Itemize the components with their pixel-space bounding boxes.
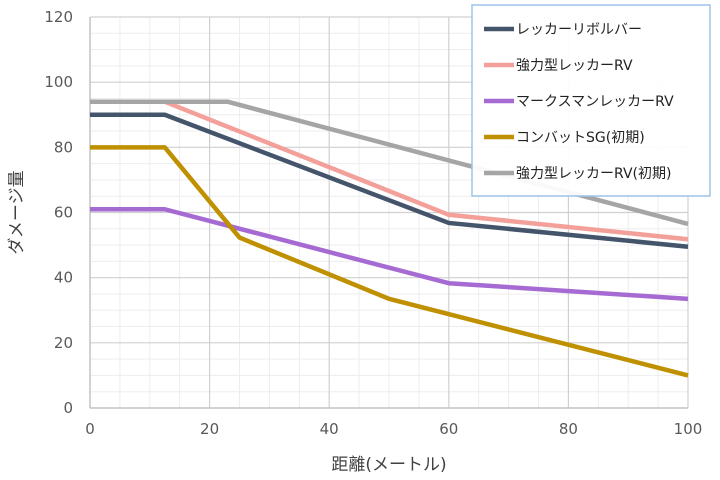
x-tick-label: 0 (85, 420, 95, 438)
x-tick-label: 80 (559, 420, 578, 438)
y-tick-label: 120 (44, 8, 73, 26)
series-lines (90, 99, 689, 378)
legend-label: 強力型レッカーRV (516, 58, 633, 74)
y-tick-label: 100 (44, 73, 73, 91)
legend-label: レッカーリボルバー (516, 22, 642, 38)
y-tick-label: 20 (54, 334, 73, 352)
x-tick-label: 40 (320, 420, 339, 438)
y-tick-label: 40 (54, 269, 73, 287)
axes (89, 17, 688, 409)
y-tick-label: 60 (54, 204, 73, 222)
x-axis-title: 距離(メートル) (331, 455, 446, 475)
series-line (90, 206, 689, 302)
series-line (90, 145, 689, 378)
legend-label: マークスマンレッカーRV (516, 94, 674, 110)
series-line (90, 112, 689, 249)
x-tick-label: 100 (674, 420, 703, 438)
legend-label: 強力型レッカーRV(初期) (516, 165, 671, 182)
tick-labels: 0 20 40 60 80 100 0 20 40 60 80 100 120 (44, 8, 702, 438)
y-tick-label: 80 (54, 138, 73, 156)
y-axis-title: ダメージ量 (7, 170, 27, 254)
x-tick-label: 20 (200, 420, 219, 438)
legend-label: コンバットSG(初期) (516, 129, 645, 146)
y-tick-label: 0 (63, 399, 73, 417)
x-tick-label: 60 (439, 420, 458, 438)
